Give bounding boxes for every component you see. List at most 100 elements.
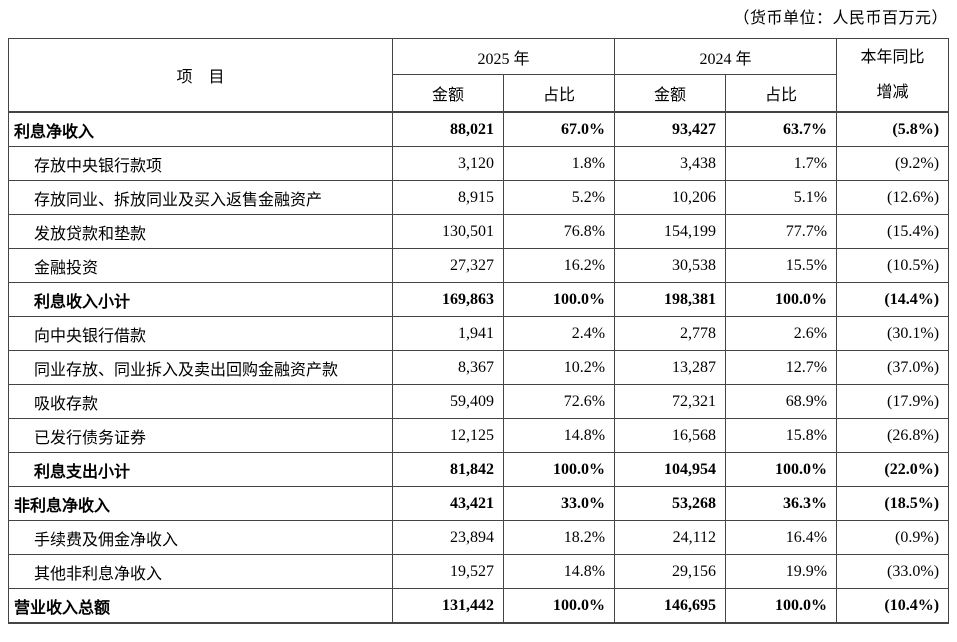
row-yoy-change: (26.8%) bbox=[836, 418, 950, 453]
header-2024-amount: 金额 bbox=[614, 74, 727, 113]
row-2025-amount: 12,125 bbox=[392, 418, 504, 453]
row-2025-amount: 8,367 bbox=[392, 350, 504, 385]
row-2024-amount: 24,112 bbox=[614, 520, 727, 555]
row-2024-amount: 93,427 bbox=[614, 111, 727, 147]
row-2024-share: 36.3% bbox=[725, 486, 838, 521]
table-row: 同业存放、同业拆入及卖出回购金融资产款 8,367 10.2% 13,287 1… bbox=[8, 350, 950, 385]
row-2025-amount: 19,527 bbox=[392, 554, 504, 589]
header-yoy-line1: 本年同比 bbox=[860, 49, 925, 66]
row-item-label: 营业收入总额 bbox=[8, 588, 393, 624]
row-item-label: 利息净收入 bbox=[8, 111, 393, 147]
row-yoy-change: (5.8%) bbox=[836, 111, 950, 147]
row-2024-share: 15.5% bbox=[725, 248, 838, 283]
row-2025-amount: 3,120 bbox=[392, 146, 504, 181]
income-statement-table: 项 目 2025 年 2024 年 本年同比 增减 金额 占比 金额 占比 利息… bbox=[8, 38, 950, 624]
table-row: 利息支出小计 81,842 100.0% 104,954 100.0% (22.… bbox=[8, 452, 950, 487]
row-yoy-change: (17.9%) bbox=[836, 384, 950, 419]
row-item-label: 利息收入小计 bbox=[8, 282, 393, 317]
table-row: 金融投资 27,327 16.2% 30,538 15.5% (10.5%) bbox=[8, 248, 950, 283]
currency-unit-note: （货币单位：人民币百万元） bbox=[733, 10, 948, 27]
row-yoy-change: (33.0%) bbox=[836, 554, 950, 589]
row-2025-amount: 23,894 bbox=[392, 520, 504, 555]
row-2025-share: 5.2% bbox=[502, 180, 616, 215]
row-item-label: 存放同业、拆放同业及买入返售金融资产 bbox=[8, 180, 393, 215]
row-yoy-change: (10.4%) bbox=[836, 588, 950, 624]
header-yoy: 本年同比 增减 bbox=[836, 38, 950, 113]
table-row: 非利息净收入 43,421 33.0% 53,268 36.3% (18.5%) bbox=[8, 486, 950, 521]
table-row: 已发行债务证券 12,125 14.8% 16,568 15.8% (26.8%… bbox=[8, 418, 950, 453]
row-2024-share: 100.0% bbox=[725, 588, 838, 624]
row-2024-share: 77.7% bbox=[725, 214, 838, 249]
header-yoy-line2: 增减 bbox=[876, 84, 909, 101]
row-2024-amount: 3,438 bbox=[614, 146, 727, 181]
row-yoy-change: (18.5%) bbox=[836, 486, 950, 521]
row-2025-share: 14.8% bbox=[502, 418, 616, 453]
row-2025-share: 76.8% bbox=[502, 214, 616, 249]
header-row-1: 项 目 2025 年 2024 年 本年同比 增减 bbox=[8, 38, 950, 113]
row-2025-amount: 27,327 bbox=[392, 248, 504, 283]
row-yoy-change: (0.9%) bbox=[836, 520, 950, 555]
row-2025-share: 72.6% bbox=[502, 384, 616, 419]
table-row: 营业收入总额 131,442 100.0% 146,695 100.0% (10… bbox=[8, 588, 950, 624]
row-2024-share: 100.0% bbox=[725, 282, 838, 317]
row-yoy-change: (30.1%) bbox=[836, 316, 950, 351]
header-row-2: 金额 占比 金额 占比 bbox=[9, 74, 949, 113]
row-2024-share: 68.9% bbox=[725, 384, 838, 419]
row-item-label: 向中央银行借款 bbox=[8, 316, 393, 351]
row-item-label: 利息支出小计 bbox=[8, 452, 393, 487]
row-2025-share: 100.0% bbox=[502, 452, 616, 487]
row-2024-amount: 104,954 bbox=[614, 452, 727, 487]
row-2025-share: 67.0% bbox=[502, 111, 616, 147]
row-yoy-change: (14.4%) bbox=[836, 282, 950, 317]
row-2024-amount: 146,695 bbox=[614, 588, 727, 624]
row-2024-share: 63.7% bbox=[725, 111, 838, 147]
table-row: 吸收存款 59,409 72.6% 72,321 68.9% (17.9%) bbox=[8, 384, 950, 419]
row-yoy-change: (22.0%) bbox=[836, 452, 950, 487]
row-2025-share: 100.0% bbox=[502, 588, 616, 624]
row-yoy-change: (10.5%) bbox=[836, 248, 950, 283]
row-2024-share: 15.8% bbox=[725, 418, 838, 453]
row-2025-share: 100.0% bbox=[502, 282, 616, 317]
row-2025-amount: 81,842 bbox=[392, 452, 504, 487]
row-item-label: 已发行债务证券 bbox=[8, 418, 393, 453]
row-yoy-change: (9.2%) bbox=[836, 146, 950, 181]
row-2024-amount: 198,381 bbox=[614, 282, 727, 317]
row-2025-share: 2.4% bbox=[502, 316, 616, 351]
header-2024-share: 占比 bbox=[725, 74, 838, 113]
header-2025-share: 占比 bbox=[502, 74, 616, 113]
row-yoy-change: (37.0%) bbox=[836, 350, 950, 385]
header-item: 项 目 bbox=[8, 38, 393, 113]
row-2025-amount: 131,442 bbox=[392, 588, 504, 624]
row-2024-share: 1.7% bbox=[725, 146, 838, 181]
table-row: 向中央银行借款 1,941 2.4% 2,778 2.6% (30.1%) bbox=[8, 316, 950, 351]
row-2024-share: 12.7% bbox=[725, 350, 838, 385]
row-item-label: 吸收存款 bbox=[8, 384, 393, 419]
row-yoy-change: (12.6%) bbox=[836, 180, 950, 215]
header-year-2025: 2025 年 bbox=[391, 38, 616, 75]
row-item-label: 其他非利息净收入 bbox=[8, 554, 393, 589]
table-row: 存放中央银行款项 3,120 1.8% 3,438 1.7% (9.2%) bbox=[8, 146, 950, 181]
table-row: 其他非利息净收入 19,527 14.8% 29,156 19.9% (33.0… bbox=[8, 554, 950, 589]
row-2024-amount: 72,321 bbox=[614, 384, 727, 419]
table-body: 利息净收入 88,021 67.0% 93,427 63.7% (5.8%) 存… bbox=[8, 111, 950, 624]
row-2025-share: 14.8% bbox=[502, 554, 616, 589]
table-row: 利息收入小计 169,863 100.0% 198,381 100.0% (14… bbox=[8, 282, 950, 317]
row-2024-amount: 154,199 bbox=[614, 214, 727, 249]
row-item-label: 发放贷款和垫款 bbox=[8, 214, 393, 249]
row-2025-amount: 43,421 bbox=[392, 486, 504, 521]
table-row: 手续费及佣金净收入 23,894 18.2% 24,112 16.4% (0.9… bbox=[8, 520, 950, 555]
row-2025-amount: 88,021 bbox=[392, 111, 504, 147]
table-row: 发放贷款和垫款 130,501 76.8% 154,199 77.7% (15.… bbox=[8, 214, 950, 249]
row-2024-amount: 30,538 bbox=[614, 248, 727, 283]
row-2024-amount: 16,568 bbox=[614, 418, 727, 453]
table-header: 项 目 2025 年 2024 年 本年同比 增减 金额 占比 金额 占比 bbox=[8, 38, 950, 113]
table-row: 利息净收入 88,021 67.0% 93,427 63.7% (5.8%) bbox=[8, 111, 950, 147]
row-2025-share: 33.0% bbox=[502, 486, 616, 521]
row-2025-amount: 1,941 bbox=[392, 316, 504, 351]
row-2024-share: 5.1% bbox=[725, 180, 838, 215]
row-2024-amount: 10,206 bbox=[614, 180, 727, 215]
row-item-label: 金融投资 bbox=[8, 248, 393, 283]
header-year-2024: 2024 年 bbox=[614, 38, 838, 75]
row-2024-amount: 53,268 bbox=[614, 486, 727, 521]
